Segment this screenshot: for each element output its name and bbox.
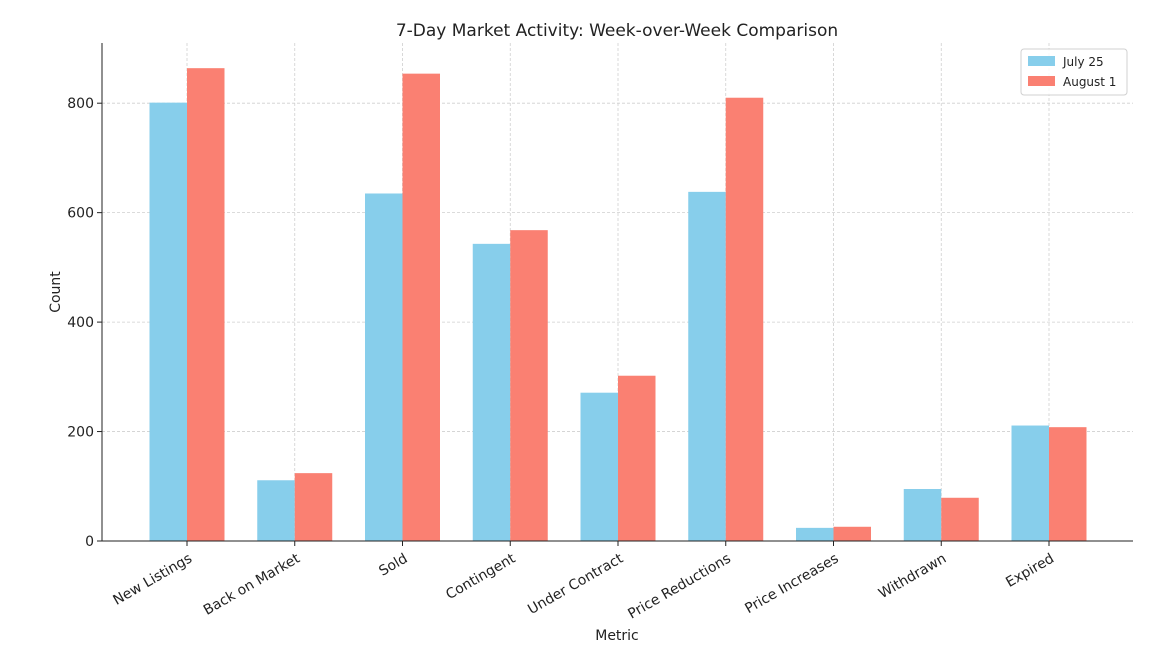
legend-swatch [1028,56,1055,66]
x-ticks: New Listings Back on Market Sold Contingent… [110,541,1057,622]
legend: July 25 August 1 [1020,48,1128,96]
legend-label: July 25 [1062,55,1104,69]
y-tick-label: 200 [67,425,94,441]
bar-august-1 [402,73,440,542]
bar-august-1 [294,473,333,541]
bar-july-25 [796,527,834,541]
x-tick-label: New Listings [110,551,195,609]
y-axis-label: Count [48,271,64,313]
bar-july-25 [472,243,511,542]
chart-title: 7-Day Market Activity: Week-over-Week Co… [396,21,838,41]
bar-august-1 [833,526,871,541]
x-tick-label: Back on Market [201,550,303,618]
bar-july-25 [365,193,403,541]
legend-label: August 1 [1063,75,1116,89]
bar-july-25 [688,191,726,541]
bar-july-25 [257,480,295,541]
x-tick-label: Withdrawn [876,551,949,603]
bar-august-1 [187,68,225,541]
legend-swatch [1028,76,1055,86]
bar-july-25 [149,102,187,542]
x-tick-label: Expired [1003,551,1057,591]
y-ticks: 0 200 400 600 800 [67,96,102,550]
y-tick-label: 400 [67,315,94,331]
x-tick-label: Under Contract [525,550,626,618]
x-tick-label: Contingent [443,550,518,603]
x-axis-label: Metric [595,628,639,644]
bar-august-1 [1049,427,1087,541]
bar-july-25 [903,489,942,541]
bar-august-1 [941,497,979,541]
bar-august-1 [725,97,764,541]
x-tick-label: Price Reductions [625,551,733,623]
x-tick-label: Sold [376,551,410,580]
y-tick-label: 0 [85,534,94,550]
bar-july-25 [1011,425,1049,541]
y-tick-label: 800 [67,96,94,112]
bars [149,68,1087,542]
x-tick-label: Price Increases [742,551,841,617]
y-tick-label: 600 [67,206,94,222]
bar-july-25 [580,392,618,541]
bar-august-1 [618,375,656,541]
bar-august-1 [510,230,548,541]
